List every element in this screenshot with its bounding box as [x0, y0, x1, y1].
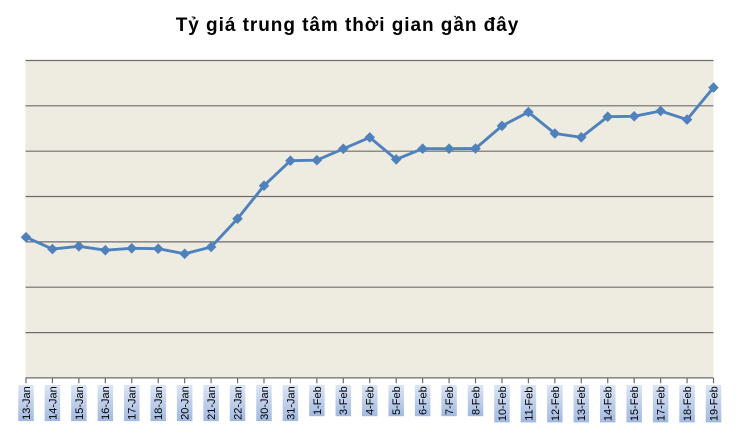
- svg-text:18-Jan: 18-Jan: [153, 386, 165, 420]
- svg-text:4-Feb: 4-Feb: [365, 386, 377, 415]
- svg-text:22-Jan: 22-Jan: [232, 386, 244, 420]
- svg-text:14-Jan: 14-Jan: [47, 386, 59, 420]
- svg-text:8-Feb: 8-Feb: [470, 386, 482, 415]
- svg-text:17-Feb: 17-Feb: [656, 386, 668, 421]
- svg-text:15-Feb: 15-Feb: [629, 386, 641, 421]
- svg-text:30-Jan: 30-Jan: [259, 386, 271, 420]
- svg-text:3-Feb: 3-Feb: [338, 386, 350, 415]
- svg-text:14-Feb: 14-Feb: [603, 386, 615, 421]
- svg-text:12-Feb: 12-Feb: [550, 386, 562, 421]
- svg-text:13-Feb: 13-Feb: [576, 386, 588, 421]
- svg-text:21-Jan: 21-Jan: [206, 386, 218, 420]
- svg-text:31-Jan: 31-Jan: [285, 386, 297, 420]
- svg-text:15-Jan: 15-Jan: [74, 386, 86, 420]
- svg-text:19-Feb: 19-Feb: [708, 386, 720, 421]
- svg-text:18-Feb: 18-Feb: [682, 386, 694, 421]
- svg-text:20-Jan: 20-Jan: [180, 386, 192, 420]
- svg-text:11-Feb: 11-Feb: [523, 387, 535, 421]
- svg-text:10-Feb: 10-Feb: [497, 386, 509, 421]
- svg-text:6-Feb: 6-Feb: [418, 386, 430, 415]
- svg-text:17-Jan: 17-Jan: [127, 386, 139, 420]
- svg-text:16-Jan: 16-Jan: [100, 386, 112, 420]
- svg-text:7-Feb: 7-Feb: [444, 386, 456, 415]
- svg-text:5-Feb: 5-Feb: [391, 386, 403, 415]
- svg-text:13-Jan: 13-Jan: [21, 386, 33, 420]
- svg-text:1-Feb: 1-Feb: [312, 386, 324, 415]
